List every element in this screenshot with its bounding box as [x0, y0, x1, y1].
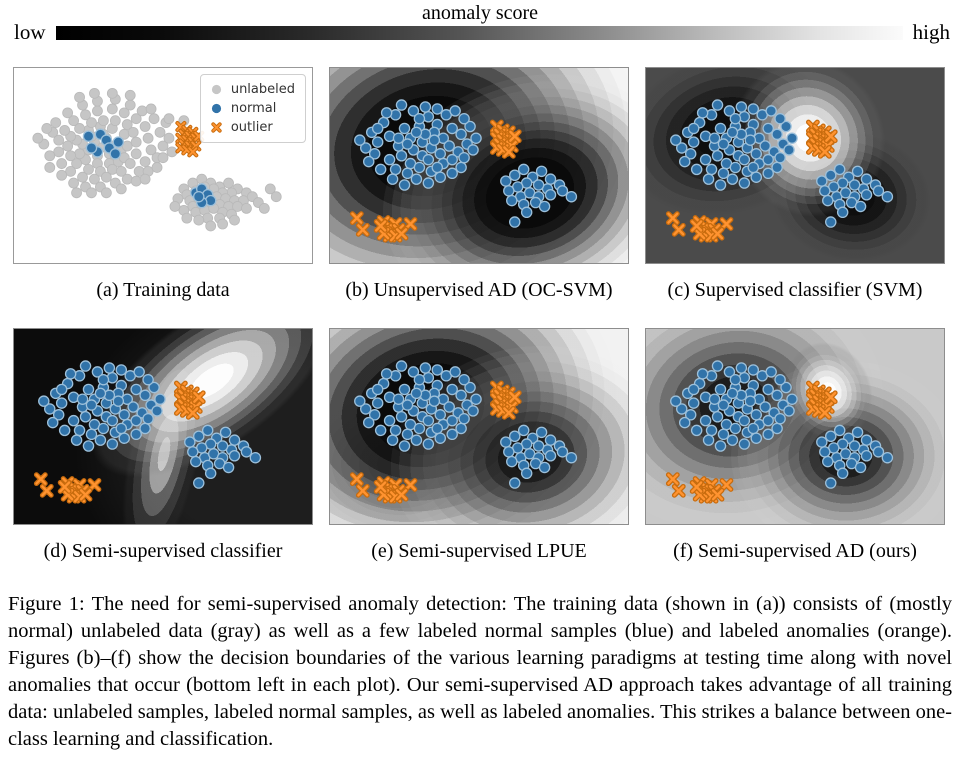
legend: unlabeled normal outlier [199, 74, 306, 143]
outlier-marker-icon [211, 122, 222, 133]
panel-cell-f: (f) Semi-supervised AD (ours) [645, 328, 945, 563]
legend-label: normal [230, 101, 277, 116]
colorbar-gradient [55, 25, 903, 40]
legend-label: outlier [230, 120, 273, 135]
scatter-plot-a [32, 87, 282, 232]
colorbar-high-label: high [912, 20, 950, 44]
panel-f-semi-supervised-ad [645, 328, 945, 525]
colorbar: low high [14, 22, 950, 43]
panel-caption-a: (a) Training data [96, 279, 230, 301]
panel-row-1: unlabeled normal outlier (a) Training data… [13, 67, 945, 302]
legend-label: unlabeled [230, 82, 295, 97]
figure-caption: Figure 1: The need for semi-supervised a… [8, 593, 953, 750]
scatter-plot-f [665, 360, 894, 504]
panel-cell-e: (e) Semi-supervised LPUE [329, 328, 629, 563]
colorbar-low-label: low [14, 20, 46, 44]
anomaly-score-title: anomaly score [421, 2, 539, 24]
panel-cell-d: (d) Semi-supervised classifier [13, 328, 313, 563]
panel-caption-f: (f) Semi-supervised AD (ours) [673, 540, 917, 562]
panel-caption-c: (c) Supervised classifier (SVM) [667, 279, 923, 301]
panel-caption-e: (e) Semi-supervised LPUE [371, 540, 587, 562]
panel-row-2: (d) Semi-supervised classifier (e) Semi-… [13, 328, 945, 563]
panel-caption-b: (b) Unsupervised AD (OC-SVM) [345, 279, 613, 301]
scatter-plot-b [349, 99, 578, 243]
scatter-plot-c [665, 99, 894, 243]
scatter-plot-d [33, 360, 262, 504]
scatter-plot-e [349, 360, 578, 504]
panel-caption-d: (d) Semi-supervised classifier [43, 540, 283, 562]
unlabeled-marker-icon [211, 84, 221, 95]
panel-cell-b: (b) Unsupervised AD (OC-SVM) [329, 67, 629, 302]
panel-cell-a: unlabeled normal outlier (a) Training data [13, 67, 313, 302]
legend-item-unlabeled: unlabeled [209, 80, 295, 99]
panel-a-training-data: unlabeled normal outlier [13, 67, 313, 264]
panel-d-semi-supervised-classifier [13, 328, 313, 525]
panel-c-svm [645, 67, 945, 264]
normal-marker-icon [211, 103, 221, 114]
legend-item-outlier: outlier [209, 118, 295, 137]
panel-e-lpue [329, 328, 629, 525]
legend-item-normal: normal [209, 99, 295, 118]
panel-b-ocsvm [329, 67, 629, 264]
panel-cell-c: (c) Supervised classifier (SVM) [645, 67, 945, 302]
